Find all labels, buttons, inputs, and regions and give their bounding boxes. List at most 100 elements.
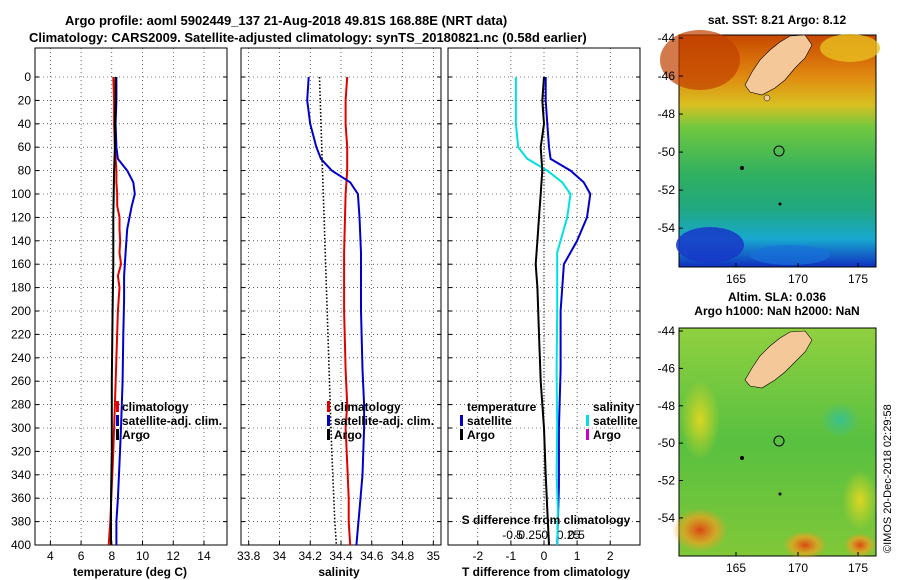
sla-ytick-label: -50 [658,436,676,450]
title-line-1: Argo profile: aoml 5902449_137 21-Aug-20… [65,13,507,28]
sal-xtick-label: 35 [427,549,441,563]
sla-map: Altim. SLA: 0.036 Argo h1000: NaN h2000:… [658,290,878,575]
salinity-panel: 33.8 34 34.2 34.4 34.6 34.8 35 [237,47,442,563]
sst-small-island-1 [740,166,744,170]
title-line-2: Climatology: CARS2009. Satellite-adjuste… [29,30,587,45]
diff-legend-title-temperature: temperature [467,400,537,414]
temp-xtick-label: 12 [167,549,181,563]
sla-xtick-label: 170 [788,561,808,575]
diff-xtick2-label: -0.25 [514,528,542,542]
diff-xtick2-label: 0.5 [568,528,585,542]
sla-argo-marker [773,435,785,447]
sla-warm-blob-1 [672,508,728,552]
sst-map-title: sat. SST: 8.21 Argo: 8.12 [708,13,847,27]
depth-tick-label: 360 [11,491,31,505]
sst-map-ticks: -44 -46 -48 -50 -52 -54 165 170 175 [658,31,869,286]
sal-legend-label-climatology: climatology [334,400,401,414]
diff-legend-label-s-satellite: satellite [593,414,638,428]
sla-ytick-label: -44 [658,324,676,338]
diff-xtick-label: 0 [541,549,548,563]
temp-xtick-label: 4 [47,549,54,563]
diff-xtick2-label: -0.5 [502,528,523,542]
sla-small-island-1 [740,456,744,460]
sla-ytick-label: -48 [658,399,676,413]
diff-legend-label-t-argo: Argo [467,428,495,442]
depth-tick-label: 320 [11,444,31,458]
diff-legend-label-s-argo: Argo [593,428,621,442]
diff-legend-label-t-satellite: satellite [467,414,512,428]
diff-xtick-label: -2 [472,549,483,563]
depth-tick-label: 340 [11,468,31,482]
difference-legend: temperature salinity satellite Argo sate… [460,400,638,442]
difference-xlabel: T difference from climatology [462,565,630,579]
legend-label-satellite-adj: satellite-adj. clim. [122,414,222,428]
diff-legend-title-salinity: salinity [593,400,635,414]
diff-series-t-argo [534,76,550,546]
sla-landmass [744,330,813,389]
temperature-legend: climatology satellite-adj. clim. Argo [116,400,222,442]
sla-warm-blob-3 [844,533,876,557]
sst-warm-patch [660,30,740,90]
temp-xtick-label: 14 [197,549,211,563]
temp-series-argo [110,77,117,545]
depth-tick-label: 100 [11,187,31,201]
sal-xtick-label: 34.4 [329,549,353,563]
sst-xtick-label: 165 [726,272,746,286]
diff-series-t-satellite [544,77,592,546]
sla-map-ticks: -44 -46 -48 -50 -52 -54 165 170 175 [658,324,869,575]
difference-panel: -2 -1 0 1 2-0.5-0.25 0 0.250.5 [447,47,641,563]
diff-legend-swatch-t-satellite [460,415,463,426]
legend-swatch-satellite-adj [116,415,119,426]
diff-legend-swatch-s-argo [586,429,589,440]
sla-yellow-blob-2 [680,380,720,460]
sal-xtick-label: 34 [273,549,287,563]
temperature-xlabel: temperature (deg C) [73,565,187,579]
sla-xtick-label: 165 [726,561,746,575]
sal-xtick-label: 33.8 [237,549,261,563]
legend-swatch-climatology [116,401,119,412]
sst-island [763,94,771,102]
sst-yellow-patch [820,34,880,62]
sst-xtick-label: 175 [848,272,868,286]
sst-ytick-label: -54 [658,221,676,235]
depth-tick-label: 120 [11,210,31,224]
sla-map-title-1: Altim. SLA: 0.036 [728,290,826,304]
sal-xtick-label: 34.8 [391,549,415,563]
depth-tick-label: 200 [11,304,31,318]
legend-label-argo: Argo [122,428,150,442]
sst-cool-patch [750,245,830,265]
depth-tick-label: 60 [18,140,32,154]
sal-legend-label-satellite-adj: satellite-adj. clim. [334,414,434,428]
depth-tick-label: 220 [11,327,31,341]
sal-legend-label-argo: Argo [334,428,362,442]
sla-cyan-blob [820,402,860,438]
diff-xtick2-label: 0 [541,528,548,542]
temp-xtick-label: 8 [108,549,115,563]
sal-xtick-label: 34.6 [360,549,384,563]
temp-axes-frame [34,47,228,546]
sla-xtick-label: 175 [848,561,868,575]
sla-yellow-blob-1 [842,470,878,530]
sst-ytick-label: -50 [658,145,676,159]
sst-landmass [744,34,813,96]
depth-tick-label: 300 [11,421,31,435]
sla-map-title-2: Argo h1000: NaN h2000: NaN [694,304,859,318]
sla-warm-blob-2 [783,531,827,559]
depth-tick-label: 400 [11,538,31,552]
sal-legend-swatch-climatology [327,401,330,412]
sst-small-island-2 [778,202,782,206]
temp-series-satellite-adj-clim- [114,77,136,545]
sst-cold-patch [676,227,744,263]
temp-xtick-label: 6 [78,549,85,563]
legend-swatch-argo [116,429,119,440]
sst-ytick-label: -48 [658,107,676,121]
legend-label-climatology: climatology [122,400,189,414]
depth-tick-label: 80 [18,164,32,178]
diff-legend-swatch-s-satellite [586,415,589,426]
diff-legend-swatch-t-argo [460,429,463,440]
diff-xtick-label: 1 [574,549,581,563]
depth-tick-label: 380 [11,515,31,529]
difference-xlabel-2: S difference from climatology [462,513,631,527]
temp-series-climatology [107,76,123,546]
